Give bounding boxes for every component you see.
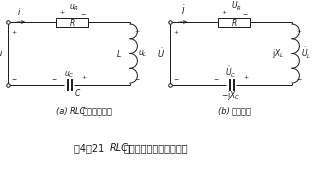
Text: $-$: $-$ (296, 76, 302, 81)
Text: (b): (b) (218, 107, 232, 116)
Text: $i$: $i$ (17, 6, 21, 17)
Text: RLC: RLC (110, 143, 129, 153)
Text: $\dot{I}$: $\dot{I}$ (181, 3, 185, 17)
Text: $+$: $+$ (11, 28, 18, 36)
Text: $u_R$: $u_R$ (69, 3, 79, 13)
Text: $\dot{U}_L$: $\dot{U}_L$ (301, 46, 311, 61)
Text: $-$: $-$ (51, 76, 57, 81)
Bar (56, 18, 88, 26)
Text: $-$: $-$ (242, 11, 249, 16)
Text: $C$: $C$ (74, 87, 81, 98)
Text: $-$: $-$ (134, 76, 141, 81)
Text: $u_L$: $u_L$ (138, 48, 148, 59)
Text: 串联交流电路及相量模型: 串联交流电路及相量模型 (124, 143, 189, 153)
Text: $+$: $+$ (296, 27, 303, 35)
Text: $+$: $+$ (243, 73, 249, 81)
Text: $+$: $+$ (221, 8, 228, 16)
Bar (218, 18, 250, 26)
Text: $+$: $+$ (134, 27, 141, 35)
Text: $L$: $L$ (116, 48, 122, 59)
Text: $\dot{U}_C$: $\dot{U}_C$ (225, 65, 237, 80)
Text: $\mathrm{j}X_L$: $\mathrm{j}X_L$ (272, 47, 284, 60)
Text: $u$: $u$ (0, 49, 3, 58)
Text: RLC: RLC (70, 107, 86, 116)
Text: 图4－21: 图4－21 (74, 143, 110, 153)
Text: $u_C$: $u_C$ (64, 69, 74, 80)
Text: (a): (a) (56, 107, 70, 116)
Text: $\dot{U}$: $\dot{U}$ (157, 47, 165, 61)
Text: $-$: $-$ (213, 76, 219, 81)
Text: $-$: $-$ (81, 11, 87, 16)
Text: $-\mathrm{j}X_C$: $-\mathrm{j}X_C$ (221, 89, 241, 102)
Text: $+$: $+$ (81, 73, 87, 81)
Text: $+$: $+$ (173, 28, 179, 36)
Text: $R$: $R$ (231, 17, 237, 28)
Text: $-$: $-$ (11, 76, 18, 81)
Text: $R$: $R$ (69, 17, 75, 28)
Text: $+$: $+$ (59, 8, 65, 16)
Text: 相量模型: 相量模型 (232, 107, 252, 116)
Text: $\dot{U}_R$: $\dot{U}_R$ (230, 0, 241, 13)
Text: 串联交流电路: 串联交流电路 (83, 107, 113, 116)
Text: $-$: $-$ (173, 76, 179, 81)
